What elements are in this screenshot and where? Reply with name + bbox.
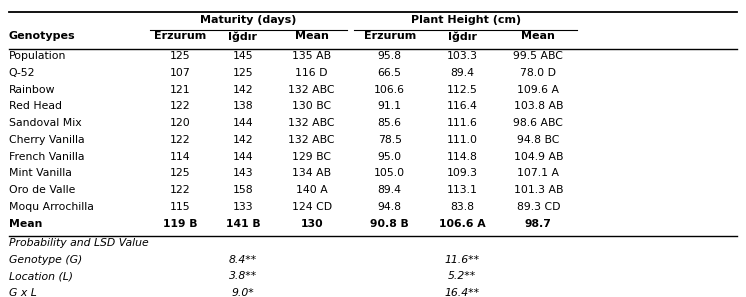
Text: 125: 125 [169,168,190,178]
Text: 111.6: 111.6 [447,118,477,128]
Text: 3.8**: 3.8** [229,271,257,281]
Text: Erzurum: Erzurum [154,31,206,41]
Text: 103.8 AB: 103.8 AB [513,101,563,111]
Text: Mean: Mean [295,31,329,41]
Text: 106.6: 106.6 [374,85,405,94]
Text: 124 CD: 124 CD [292,202,332,212]
Text: 135 AB: 135 AB [292,51,331,61]
Text: 116.4: 116.4 [447,101,477,111]
Text: 116 D: 116 D [295,68,328,78]
Text: Oro de Valle: Oro de Valle [9,185,75,195]
Text: 83.8: 83.8 [450,202,474,212]
Text: Moqu Arrochilla: Moqu Arrochilla [9,202,94,212]
Text: 142: 142 [233,135,253,145]
Text: 141 B: 141 B [225,219,260,229]
Text: Iğdır: Iğdır [228,31,257,42]
Text: Maturity (days): Maturity (days) [201,15,297,25]
Text: Mean: Mean [521,31,555,41]
Text: 89.4: 89.4 [450,68,474,78]
Text: 120: 120 [169,118,190,128]
Text: 144: 144 [233,118,253,128]
Text: Mean: Mean [9,219,43,229]
Text: French Vanilla: French Vanilla [9,152,84,162]
Text: 132 ABC: 132 ABC [289,85,335,94]
Text: 94.8 BC: 94.8 BC [517,135,560,145]
Text: 103.3: 103.3 [447,51,477,61]
Text: 145: 145 [233,51,253,61]
Text: Mint Vanilla: Mint Vanilla [9,168,72,178]
Text: 94.8: 94.8 [377,202,402,212]
Text: Genotype (G): Genotype (G) [9,255,82,265]
Text: 78.5: 78.5 [377,135,402,145]
Text: 95.0: 95.0 [377,152,402,162]
Text: Population: Population [9,51,66,61]
Text: 119 B: 119 B [163,219,197,229]
Text: 125: 125 [169,51,190,61]
Text: 142: 142 [233,85,253,94]
Text: 16.4**: 16.4** [445,288,480,297]
Text: G x L: G x L [9,288,37,297]
Text: 99.5 ABC: 99.5 ABC [513,51,563,61]
Text: Iğdır: Iğdır [448,31,477,42]
Text: 132 ABC: 132 ABC [289,135,335,145]
Text: 90.8 B: 90.8 B [370,219,409,229]
Text: 122: 122 [169,135,190,145]
Text: Probability and LSD Value: Probability and LSD Value [9,238,148,248]
Text: 104.9 AB: 104.9 AB [513,152,563,162]
Text: 11.6**: 11.6** [445,255,480,265]
Text: 115: 115 [169,202,190,212]
Text: 113.1: 113.1 [447,185,477,195]
Text: 114.8: 114.8 [447,152,477,162]
Text: 129 BC: 129 BC [292,152,331,162]
Text: 112.5: 112.5 [447,85,477,94]
Text: 98.6 ABC: 98.6 ABC [513,118,563,128]
Text: 114: 114 [169,152,190,162]
Text: Red Head: Red Head [9,101,62,111]
Text: 107: 107 [169,68,190,78]
Text: 143: 143 [233,168,253,178]
Text: 85.6: 85.6 [377,118,402,128]
Text: Cherry Vanilla: Cherry Vanilla [9,135,84,145]
Text: 91.1: 91.1 [377,101,402,111]
Text: 138: 138 [233,101,253,111]
Text: 122: 122 [169,185,190,195]
Text: Sandoval Mix: Sandoval Mix [9,118,81,128]
Text: Erzurum: Erzurum [363,31,416,41]
Text: Location (L): Location (L) [9,271,73,281]
Text: 122: 122 [169,101,190,111]
Text: 121: 121 [169,85,190,94]
Text: 111.0: 111.0 [447,135,477,145]
Text: 130: 130 [301,219,323,229]
Text: 130 BC: 130 BC [292,101,331,111]
Text: 133: 133 [233,202,253,212]
Text: Plant Height (cm): Plant Height (cm) [411,15,521,25]
Text: 109.3: 109.3 [447,168,477,178]
Text: 125: 125 [233,68,253,78]
Text: 95.8: 95.8 [377,51,402,61]
Text: 9.0*: 9.0* [231,288,254,297]
Text: 107.1 A: 107.1 A [518,168,560,178]
Text: 101.3 AB: 101.3 AB [513,185,563,195]
Text: 98.7: 98.7 [525,219,552,229]
Text: 78.0 D: 78.0 D [521,68,557,78]
Text: 109.6 A: 109.6 A [518,85,560,94]
Text: 89.4: 89.4 [377,185,402,195]
Text: 8.4**: 8.4** [229,255,257,265]
Text: 140 A: 140 A [296,185,327,195]
Text: 106.6 A: 106.6 A [439,219,486,229]
Text: Genotypes: Genotypes [9,31,75,41]
Text: 5.2**: 5.2** [448,271,476,281]
Text: 134 AB: 134 AB [292,168,331,178]
Text: 105.0: 105.0 [374,168,405,178]
Text: 89.3 CD: 89.3 CD [517,202,560,212]
Text: 132 ABC: 132 ABC [289,118,335,128]
Text: 144: 144 [233,152,253,162]
Text: Rainbow: Rainbow [9,85,55,94]
Text: Q-52: Q-52 [9,68,35,78]
Text: 158: 158 [233,185,253,195]
Text: 66.5: 66.5 [377,68,402,78]
